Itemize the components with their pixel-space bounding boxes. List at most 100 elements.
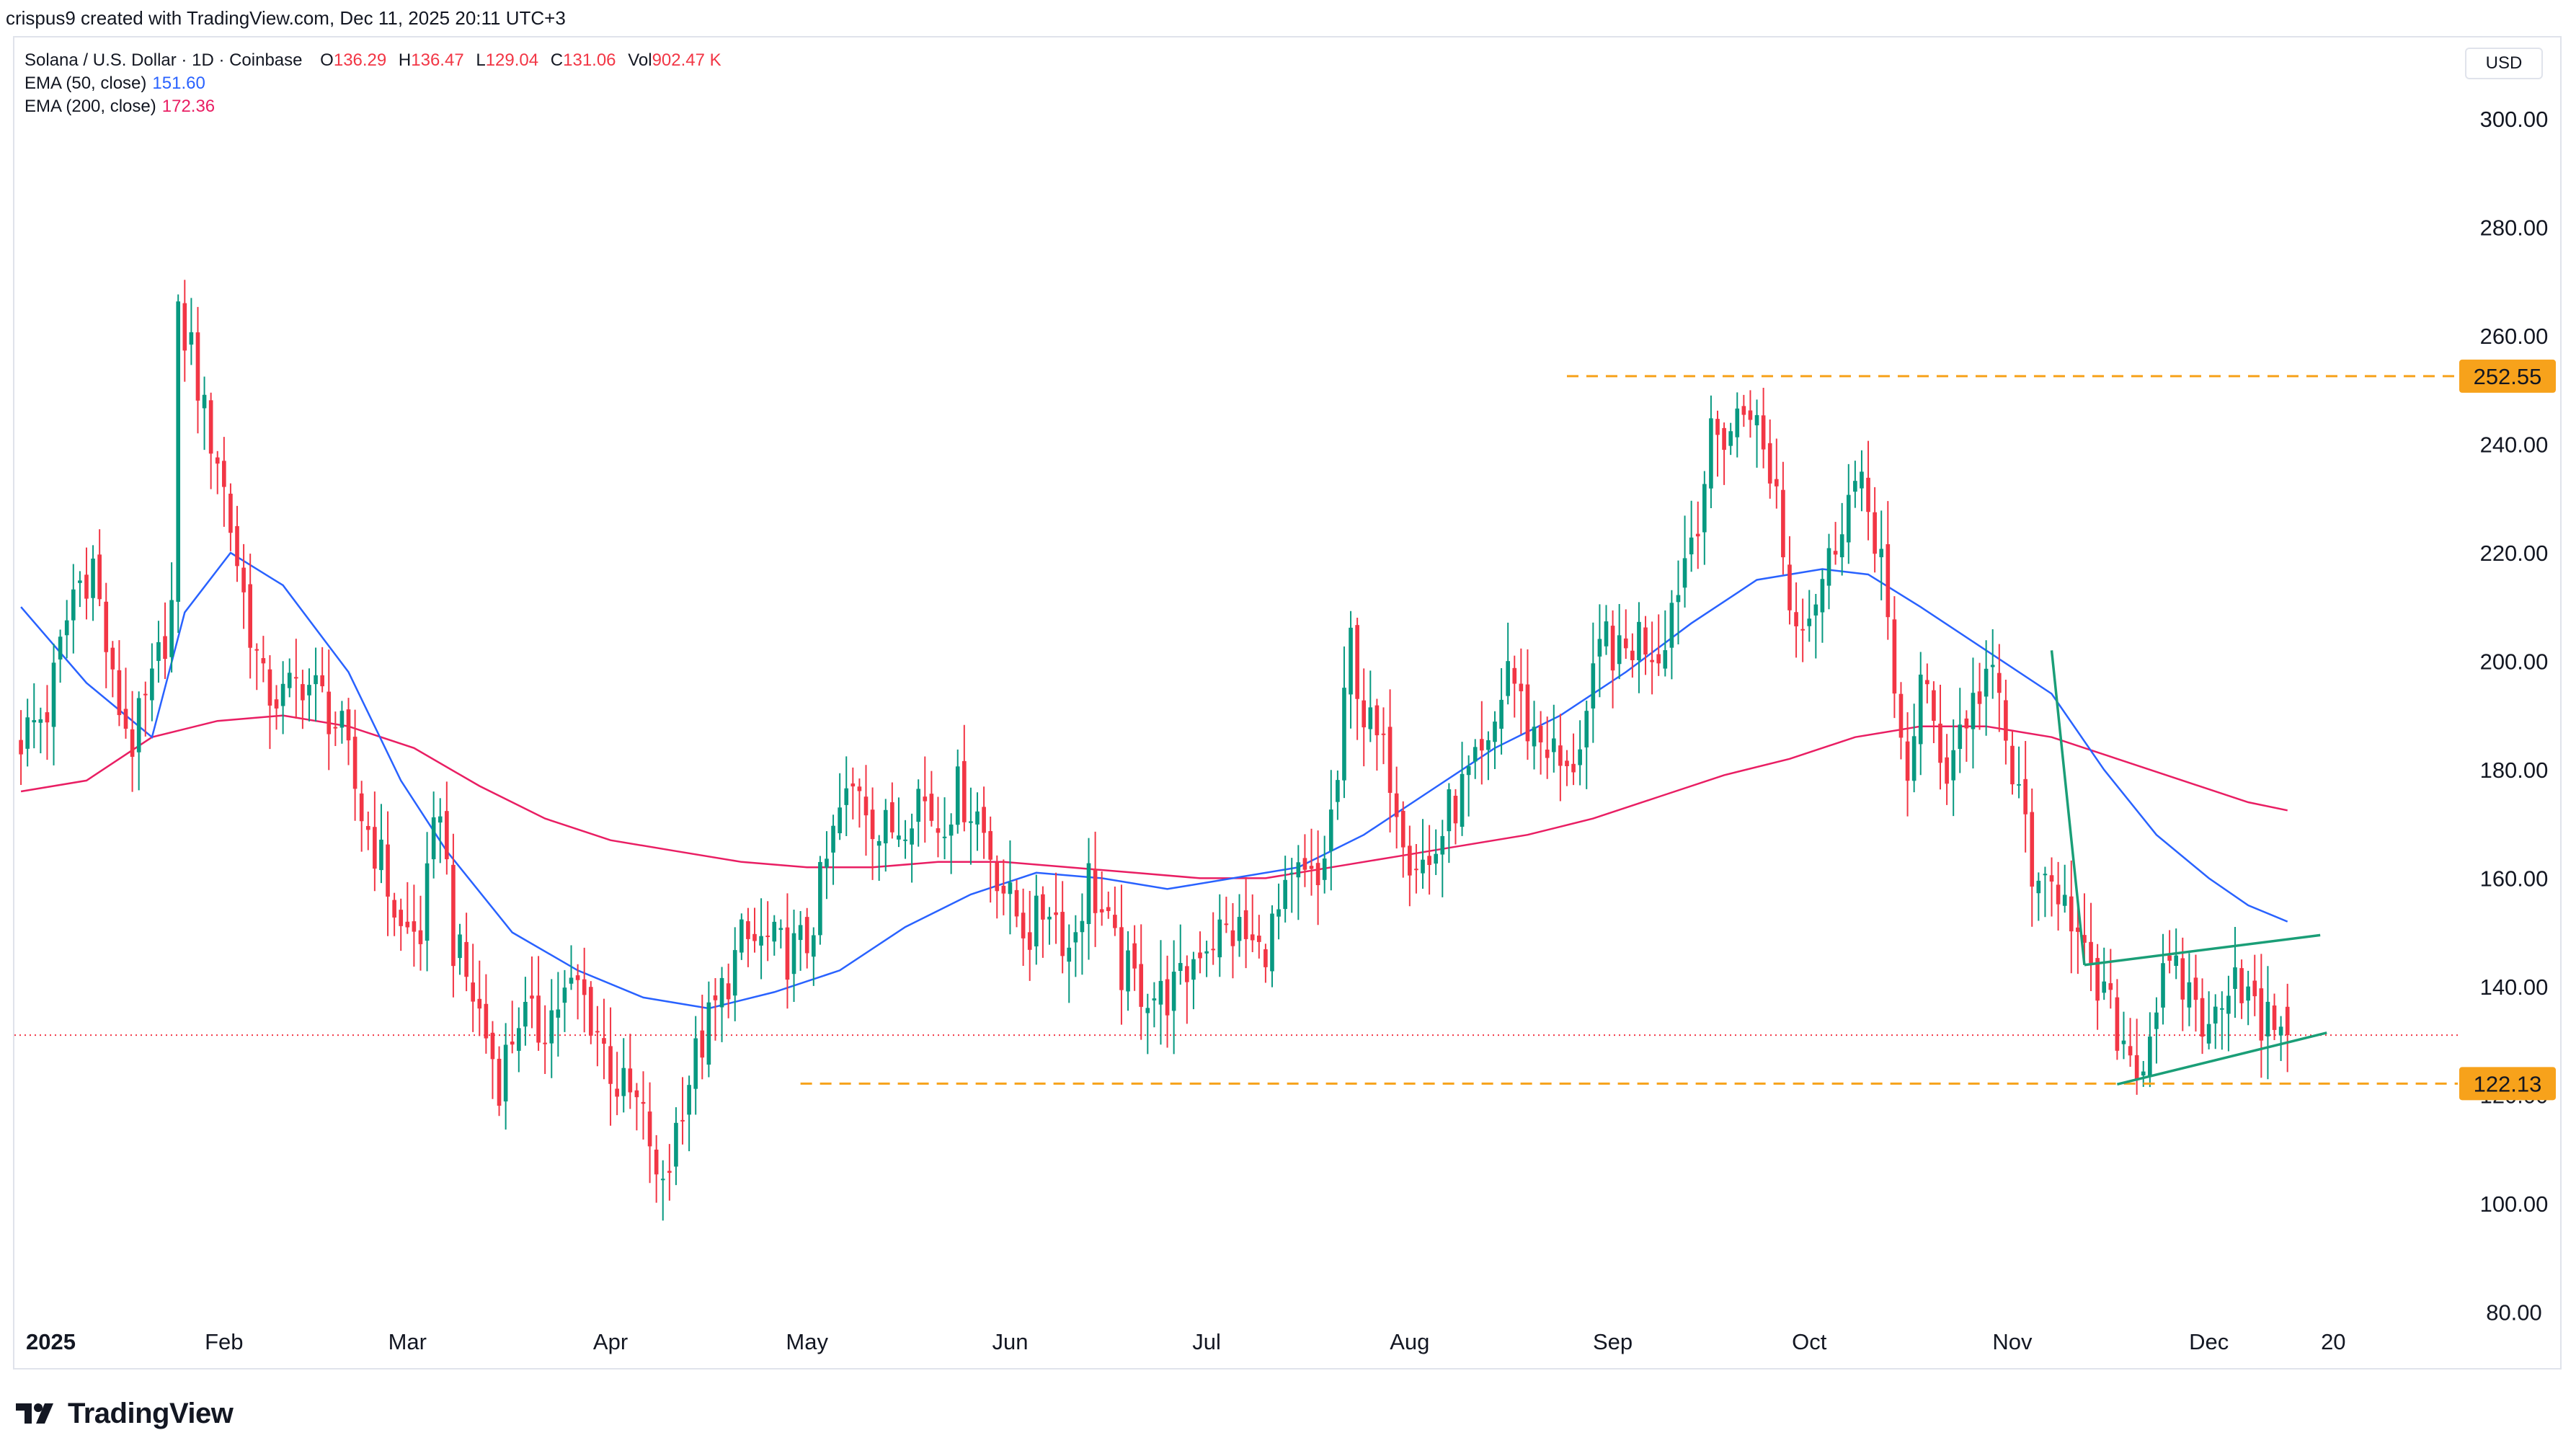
candle-body [1328, 809, 1333, 851]
tradingview-brand[interactable]: TradingView [16, 1395, 234, 1431]
candle-body [352, 737, 357, 789]
candle-body [365, 825, 370, 830]
candle-body [1027, 932, 1032, 950]
candle-body [1374, 705, 1380, 736]
y-tick-label: 80.00 [2486, 1300, 2542, 1325]
x-tick-label: Jul [1192, 1329, 1221, 1354]
x-tick-label: Feb [205, 1329, 243, 1354]
candle-body [536, 995, 541, 1043]
candle-body [1034, 895, 1039, 946]
candle-body [2206, 1024, 2211, 1044]
candle-body [1211, 949, 1216, 951]
candle-body [687, 1085, 691, 1115]
candle-body [693, 1038, 698, 1089]
candle-body [1447, 789, 1452, 832]
currency-button[interactable]: USD [2465, 48, 2543, 79]
high-value: 136.47 [411, 50, 464, 70]
candle-body [2017, 784, 2021, 786]
candle-body [1224, 923, 1229, 925]
candle-body [883, 809, 888, 844]
candle-body [1021, 913, 1026, 938]
candle-body [451, 864, 456, 967]
candle-body [1623, 638, 1628, 649]
candle-body [1198, 952, 1202, 959]
candle-body [1754, 414, 1759, 426]
legend-ema50-row[interactable]: EMA (50, close) 151.60 [25, 72, 729, 95]
candle-body [1695, 533, 1700, 537]
candle-body [1525, 684, 1530, 742]
candle-body [32, 720, 37, 723]
level-price-label: 252.55 [2474, 364, 2542, 389]
candle-body [556, 1009, 561, 1018]
candle-body [1302, 858, 1307, 870]
candle-body [1434, 853, 1439, 864]
candle-body [929, 794, 934, 821]
candle-body [569, 977, 574, 984]
candle-body [2154, 1012, 2159, 1029]
x-tick-label: Sep [1593, 1329, 1633, 1354]
y-tick-label: 180.00 [2480, 758, 2549, 783]
candle-body [19, 740, 23, 755]
candle-body [1185, 966, 1189, 982]
candle-body [346, 709, 351, 741]
x-tick-label: Aug [1390, 1329, 1429, 1354]
candle-body [1911, 736, 1917, 781]
candle-body [667, 1171, 672, 1173]
candle-body [726, 983, 731, 1000]
candle-body [1689, 537, 1694, 555]
candle-body [660, 1178, 665, 1181]
candle-body [746, 921, 750, 939]
candle-body [890, 802, 894, 833]
candle-body [2193, 977, 2198, 1000]
candle-body [628, 1068, 633, 1093]
candle-body [280, 683, 285, 706]
candle-body [2023, 778, 2028, 814]
candle-body [1958, 724, 1963, 750]
candle-body [1387, 727, 1393, 793]
candle-body [445, 811, 449, 860]
candle-body [333, 727, 338, 729]
candle-body [228, 493, 233, 533]
candle-body [1493, 722, 1497, 742]
candle-body [2056, 884, 2061, 905]
candle-body [274, 699, 279, 709]
candle-body [1565, 760, 1569, 766]
candle-body [1800, 629, 1805, 631]
x-tick-label: 2025 [26, 1329, 76, 1354]
candle-body [2082, 935, 2087, 943]
candle-body [641, 1101, 646, 1104]
legend-ema200-row[interactable]: EMA (200, close) 172.36 [25, 95, 729, 118]
candle-body [1322, 858, 1327, 880]
candle-body [392, 900, 396, 918]
candle-body [2128, 1046, 2133, 1056]
close-label: C [550, 50, 564, 70]
brand-name: TradingView [68, 1397, 234, 1429]
candle-body [1682, 558, 1687, 588]
symbol-title[interactable]: Solana / U.S. Dollar · 1D · Coinbase [25, 50, 303, 70]
candle-body [327, 691, 332, 734]
candle-body [2174, 955, 2179, 967]
candle-body [2161, 963, 2165, 1008]
candle-body [314, 675, 318, 685]
candle-body [863, 796, 869, 816]
candle-body [1545, 749, 1550, 758]
candle-body [772, 921, 777, 942]
candle-body [2219, 1008, 2224, 1010]
candle-body [2121, 1040, 2126, 1044]
candle-body [477, 998, 482, 1009]
candle-body [2049, 875, 2054, 882]
candle-body [1873, 512, 1877, 554]
candle-body [608, 1046, 613, 1084]
candle-body [549, 1010, 554, 1044]
candle-body [1296, 862, 1301, 878]
candle-body [339, 711, 345, 728]
candle-body [962, 760, 967, 822]
candle-body [97, 554, 102, 600]
ema200-line [20, 714, 2288, 879]
chart-frame [13, 36, 2562, 1370]
y-tick-label: 280.00 [2480, 215, 2549, 240]
y-tick-label: 220.00 [2480, 541, 2549, 566]
candle-body [1571, 763, 1576, 773]
candle-body [850, 783, 856, 787]
